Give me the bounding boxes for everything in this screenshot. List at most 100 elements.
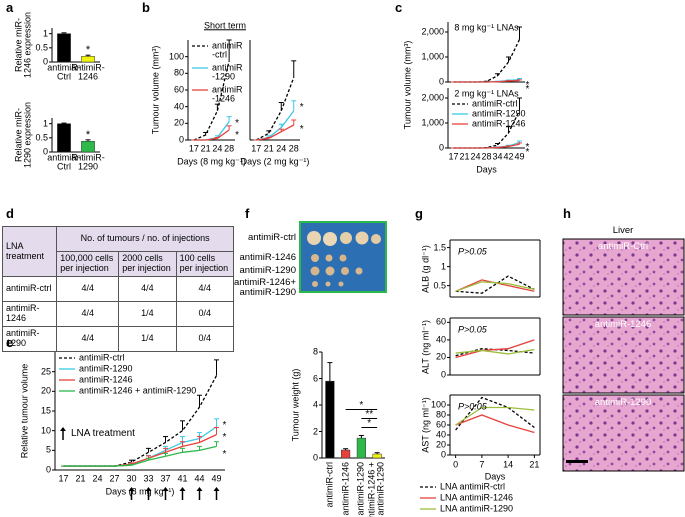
y-tick-label: 100 bbox=[430, 399, 446, 410]
bar bbox=[81, 140, 95, 153]
x-tick-label: 42 bbox=[503, 151, 514, 162]
bar bbox=[372, 453, 382, 459]
table-cell: 1/4 bbox=[118, 326, 177, 352]
significance: * bbox=[85, 44, 91, 57]
x-tick-label: 14 bbox=[503, 459, 514, 470]
series-line bbox=[455, 339, 535, 359]
x-axis-label: Days (2 mg kg⁻¹) bbox=[240, 156, 310, 167]
treatment-arrow bbox=[196, 487, 203, 491]
y-tick-label: 60 bbox=[173, 84, 184, 95]
legend-label: LNA antimiR-ctrl bbox=[440, 481, 506, 492]
table-cell: 4/4 bbox=[175, 276, 235, 302]
legend-label: antimiR -ctrl bbox=[212, 40, 243, 60]
series-line bbox=[193, 129, 230, 141]
bar bbox=[356, 437, 366, 459]
y-tick-label: 40 bbox=[173, 100, 184, 111]
table-row: antimiR- 1246 4/4 1/4 0/4 bbox=[1, 301, 235, 327]
x-tick-label: 17 bbox=[188, 143, 199, 154]
annotation: LNA treatment bbox=[71, 427, 135, 439]
annotation: P>0.05 bbox=[458, 324, 487, 335]
y-tick-label: 10 bbox=[40, 424, 51, 435]
y-axis-label: ALB (g dl⁻¹) bbox=[420, 244, 431, 293]
significance: * bbox=[222, 419, 227, 431]
histology-title: Liver bbox=[612, 225, 634, 237]
panel-letter: g bbox=[415, 206, 423, 222]
table-row: 100,000 cells per injection 2000 cells pe… bbox=[3, 251, 235, 277]
x-axis-label: Days (8 mg kg⁻¹) bbox=[105, 486, 175, 497]
table-cell: 4/4 bbox=[56, 326, 120, 352]
y-tick-label: 0 bbox=[45, 464, 51, 475]
table-row: antimiR- 1290 4/4 1/4 0/4 bbox=[1, 326, 235, 352]
tumour-table: LNA treatment No. of tumours / no. of inj… bbox=[1, 226, 235, 352]
y-tick-label: 1 bbox=[440, 260, 446, 271]
table-cell: 4/4 bbox=[56, 301, 120, 327]
series-line bbox=[256, 124, 295, 141]
y-tick-label: 1.5 bbox=[433, 241, 446, 252]
table-cell: 0/4 bbox=[175, 301, 235, 327]
chart-title: Short term bbox=[203, 20, 247, 31]
y-tick-label: 1 bbox=[42, 117, 48, 128]
x-tick-label: 28 bbox=[288, 143, 299, 154]
legend-label: antimiR -1246 bbox=[212, 84, 243, 104]
legend-label: LNA antimiR-1290 bbox=[440, 503, 514, 514]
significance: * bbox=[85, 129, 91, 142]
x-tick-label: 21 bbox=[200, 143, 211, 154]
x-tick-label: antimiR-ctrl bbox=[324, 462, 335, 508]
table-row: LNA treatment No. of tumours / no. of inj… bbox=[1, 226, 234, 277]
table-cell: 100 cells per injection bbox=[175, 251, 235, 277]
series-line bbox=[255, 77, 295, 141]
x-tick-label: 34 bbox=[492, 151, 503, 162]
panel-letter: b bbox=[142, 0, 150, 16]
x-tick-label: 37 bbox=[160, 473, 171, 484]
y-axis-label: Relative miR- 1246 expression bbox=[13, 11, 33, 79]
treatment-arrow bbox=[162, 487, 169, 491]
y-tick-label: 40 bbox=[435, 334, 446, 345]
bar bbox=[57, 33, 71, 63]
treatment-arrow bbox=[179, 487, 186, 491]
x-tick-label: 24 bbox=[470, 151, 481, 162]
table-cell: antimiR- 1290 bbox=[1, 326, 58, 352]
series-line bbox=[455, 348, 535, 355]
x-tick-label: 17 bbox=[58, 473, 69, 484]
histology-label: antimiR-1290 bbox=[594, 397, 652, 409]
y-tick-label: 0 bbox=[438, 76, 444, 87]
panel-letter: d bbox=[6, 206, 14, 222]
legend-label: antimiR -1290 bbox=[212, 62, 243, 82]
x-tick-label: 21 bbox=[459, 151, 470, 162]
y-tick-label: 2 bbox=[312, 425, 318, 436]
legend-label: antimiR-1290 bbox=[79, 363, 133, 374]
significance: * bbox=[299, 123, 304, 135]
treatment-arrow bbox=[128, 487, 135, 491]
x-tick-label: 24 bbox=[276, 143, 287, 154]
table-cell: 2000 cells per injection bbox=[118, 251, 177, 277]
photo-label: antimiR-1246+ antimiR-1290 bbox=[233, 277, 296, 298]
bar bbox=[57, 123, 71, 153]
significance: * bbox=[525, 79, 530, 91]
x-tick-label: 41 bbox=[177, 473, 188, 484]
y-tick-label: 1,000 bbox=[421, 117, 444, 128]
panel-letter: h bbox=[563, 206, 571, 222]
x-tick-label: 49 bbox=[211, 473, 222, 484]
y-tick-label: 80 bbox=[173, 67, 184, 78]
y-axis-label: AST (ng ml⁻¹) bbox=[420, 397, 431, 453]
x-tick-label: 30 bbox=[126, 473, 137, 484]
significance: * bbox=[235, 129, 240, 141]
bar bbox=[341, 449, 351, 459]
y-tick-label: 60 bbox=[435, 316, 446, 327]
x-tick-label: 0 bbox=[453, 459, 459, 470]
y-tick-label: 0 bbox=[438, 142, 444, 153]
y-tick-label: 1 bbox=[42, 27, 48, 38]
y-tick-label: 0 bbox=[42, 146, 48, 157]
bar bbox=[81, 56, 95, 63]
x-tick-label: 7 bbox=[479, 459, 485, 470]
y-axis-label: Relative miR- 1290 expression bbox=[13, 101, 33, 169]
photo-label: antimiR-1246 bbox=[239, 252, 297, 264]
legend-label: antimiR-1246 + antimiR-1290 bbox=[79, 385, 197, 396]
series-line bbox=[455, 279, 535, 292]
series-line bbox=[455, 406, 535, 426]
y-tick-label: 20 bbox=[40, 385, 51, 396]
legend-label: antimiR-1290 bbox=[472, 108, 526, 119]
x-tick-label: 21 bbox=[529, 459, 540, 470]
table-cell: 4/4 bbox=[56, 276, 120, 302]
